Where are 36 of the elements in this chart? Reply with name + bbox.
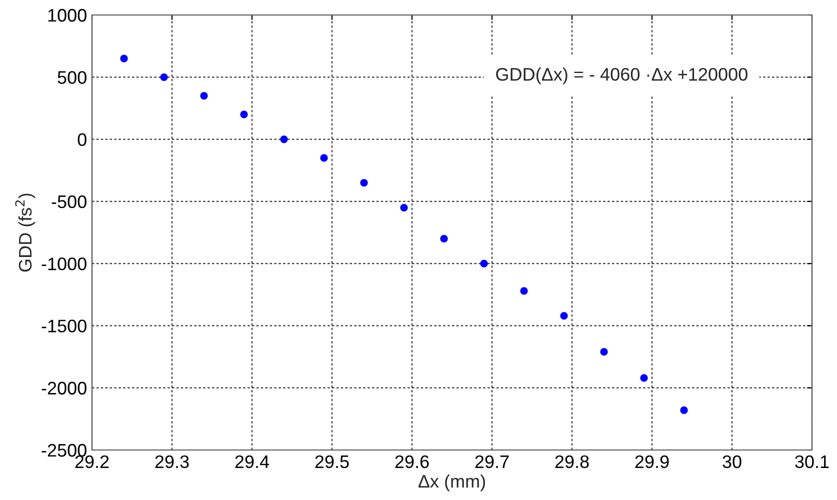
annotation: GDD(Δx) = - 4060 ·Δx +120000 [496, 67, 748, 84]
point [680, 406, 688, 414]
x-tick-label: 29.5 [315, 455, 349, 468]
point [520, 287, 528, 295]
x-tick-label: 29.9 [635, 455, 669, 468]
x-tick-label: 29.3 [155, 455, 189, 468]
x-tick-label: 30.1 [795, 455, 829, 468]
y-tick-label: 500 [58, 71, 86, 84]
x-tick-label: 29.2 [75, 455, 109, 468]
point [600, 348, 608, 356]
y-tick-label: 0 [78, 133, 86, 146]
y-tick-label: -2500 [42, 444, 86, 457]
point [480, 260, 488, 268]
y-tick-label: -1500 [42, 320, 86, 332]
point [640, 374, 648, 382]
point [280, 135, 288, 144]
x-tick-label: 29.6 [395, 455, 429, 468]
point [360, 178, 368, 187]
point [160, 73, 168, 81]
y-tick-label: -2000 [42, 382, 86, 395]
x-tick-label: 29.7 [475, 455, 509, 468]
point [240, 110, 248, 118]
point [200, 92, 208, 100]
y-tick-label: 1000 [48, 8, 86, 22]
x-tick-label: 30 [722, 455, 742, 468]
y-axis-title: GDD (fs$^{2}$) [15, 194, 36, 272]
point [440, 234, 448, 243]
y-tick-label: -1000 [42, 258, 86, 270]
point [120, 54, 128, 62]
point [560, 312, 568, 320]
x-axis-title: Δx (mm) [418, 474, 485, 492]
x-tick-label: 29.8 [555, 455, 589, 468]
point [400, 204, 408, 212]
y-tick-label: -500 [52, 195, 86, 208]
point [320, 154, 328, 162]
x-tick-label: 29.4 [235, 455, 270, 468]
